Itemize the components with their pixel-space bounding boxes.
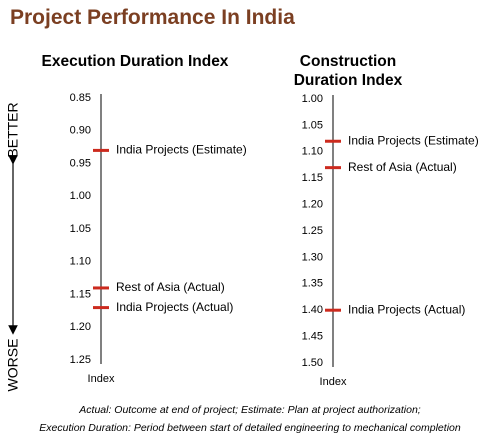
worse-label: WORSE [5, 339, 21, 392]
y-tick-label: 1.00 [302, 93, 323, 105]
y-tick-label: 1.05 [302, 119, 323, 131]
panel-title: Execution Duration Index [41, 53, 229, 70]
y-tick-label: 1.25 [70, 354, 91, 366]
y-tick-label: 1.20 [302, 199, 323, 211]
y-tick-label: 1.35 [302, 278, 323, 290]
y-tick-label: 1.00 [70, 190, 91, 202]
y-tick-label: 1.10 [70, 256, 91, 268]
y-tick-label: 1.45 [302, 331, 323, 343]
y-tick-label: 1.05 [70, 223, 91, 235]
marker-label: India Projects (Actual) [116, 300, 233, 314]
x-axis-label: Index [320, 376, 347, 388]
main-title: Project Performance In India [10, 6, 295, 29]
y-tick-label: 1.25 [302, 225, 323, 237]
y-tick-label: 1.40 [302, 304, 323, 316]
y-tick-label: 1.20 [70, 321, 91, 333]
y-tick-label: 1.10 [302, 146, 323, 158]
y-tick-label: 0.95 [70, 157, 91, 169]
x-axis-label: Index [88, 373, 115, 385]
y-tick-label: 1.15 [302, 172, 323, 184]
marker-label: India Projects (Estimate) [116, 143, 247, 157]
marker-label: Rest of Asia (Actual) [116, 280, 225, 294]
marker-label: India Projects (Estimate) [348, 133, 479, 147]
y-tick-label: 1.30 [302, 251, 323, 263]
panel-title: Construction Duration Index [293, 53, 403, 89]
footnote: Actual: Outcome at end of project; Estim… [79, 404, 421, 416]
marker-label: India Projects (Actual) [348, 302, 465, 316]
footnote: Execution Duration: Period between start… [39, 422, 461, 434]
y-tick-label: 0.90 [70, 125, 91, 137]
marker-label: Rest of Asia (Actual) [348, 160, 457, 174]
y-tick-label: 0.85 [70, 92, 91, 104]
y-tick-label: 1.50 [302, 357, 323, 369]
y-tick-label: 1.15 [70, 288, 91, 300]
better-label: BETTER [5, 102, 21, 157]
